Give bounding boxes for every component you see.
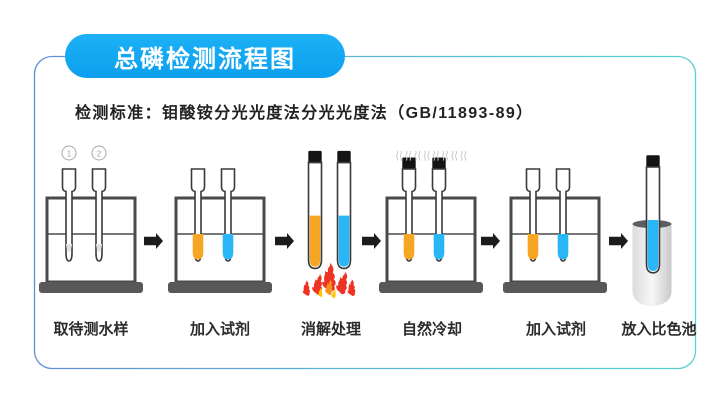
svg-text:1: 1 <box>67 149 72 159</box>
svg-text:2: 2 <box>97 149 102 159</box>
